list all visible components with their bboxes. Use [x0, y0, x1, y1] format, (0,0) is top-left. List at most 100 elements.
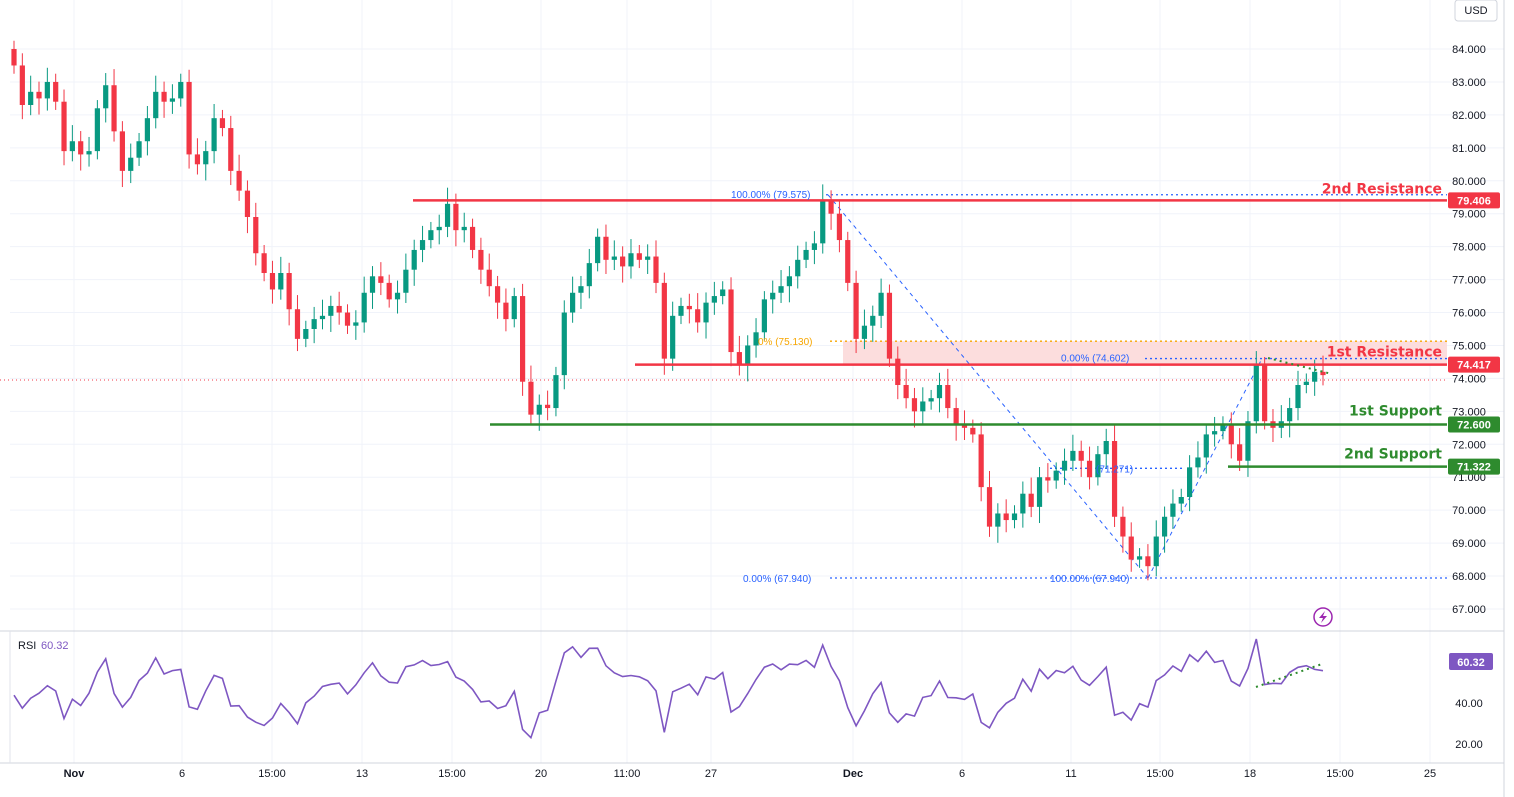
candle-body	[461, 226, 467, 231]
candle-body	[1195, 457, 1201, 468]
time-tick-label: 13	[356, 768, 368, 780]
rsi-tick-label: 40.00	[1455, 698, 1483, 710]
candle-body	[995, 513, 1001, 527]
resistance-1-tag: 74.417	[1448, 356, 1500, 373]
time-tick-label: 27	[705, 768, 717, 780]
candle-body	[1203, 434, 1209, 458]
candle-body	[1220, 424, 1226, 432]
time-axis[interactable]: Nov 6 15:00 13 15:00 20 11:00 27 Dec 6 11 15:00 18 15…	[64, 768, 1437, 780]
candle-body	[903, 385, 909, 399]
candle-body	[419, 240, 426, 250]
candle-body	[586, 263, 592, 287]
candle-body	[1003, 513, 1009, 521]
candle-body	[728, 289, 734, 353]
candle-body	[1095, 454, 1101, 478]
time-tick-label: Dec	[843, 768, 863, 780]
candle-body	[1036, 477, 1043, 507]
candle-body	[636, 253, 642, 260]
candle-body	[111, 85, 117, 132]
candle-body	[928, 398, 934, 402]
candle-body	[403, 269, 409, 293]
price-tick-label: 76.000	[1452, 308, 1486, 320]
candle-body	[494, 286, 501, 303]
candle-body	[720, 289, 726, 297]
candle-body	[553, 375, 559, 409]
time-tick-label: 15:00	[438, 768, 466, 780]
candle-body	[78, 141, 84, 155]
candle-body	[378, 276, 384, 283]
candle-body	[778, 286, 784, 293]
candle-body	[1212, 431, 1218, 435]
price-trend-dotted-line	[1267, 357, 1333, 375]
candle-body	[645, 256, 651, 260]
candle-body	[178, 81, 184, 99]
candle-body	[136, 141, 142, 158]
candle-body	[169, 98, 176, 102]
price-axis[interactable]: 84.000 83.000 82.000 81.000 80.000 79.000 78.0…	[1452, 44, 1486, 616]
candle-body	[620, 256, 626, 267]
time-tick-label: 15:00	[258, 768, 286, 780]
price-tick-label: 68.000	[1452, 571, 1486, 583]
candle-body	[820, 200, 826, 244]
rsi-title: RSI	[18, 640, 36, 652]
candle-body	[1011, 513, 1018, 521]
currency-button[interactable]: USD	[1454, 0, 1498, 22]
time-tick-label: 18	[1244, 768, 1256, 780]
candle-body	[344, 312, 351, 326]
candle-body	[761, 299, 767, 333]
fib-trend-line-down	[827, 194, 1149, 579]
candle-body	[1312, 371, 1318, 382]
candle-body	[519, 296, 526, 382]
candle-body	[69, 141, 75, 152]
candle-body	[36, 91, 42, 99]
candle-body	[895, 358, 901, 385]
rsi-axis: 40.00 20.00	[1455, 698, 1483, 751]
fib-orange-label: 0% (75.130)	[758, 337, 812, 348]
price-tick-label: 78.000	[1452, 242, 1486, 254]
candle-body	[469, 226, 476, 250]
candle-body	[795, 259, 801, 277]
candle-body	[1136, 556, 1143, 560]
candle-body	[153, 91, 159, 119]
candle-body	[1103, 441, 1109, 455]
candle-body	[745, 345, 751, 366]
candle-body	[870, 315, 876, 326]
candle-body	[1028, 493, 1034, 507]
lightning-icon[interactable]	[1313, 607, 1333, 627]
candle-body	[1020, 493, 1026, 514]
support-1-label: 1st Support	[1349, 404, 1442, 420]
rsi-value-text: 60.32	[41, 640, 69, 652]
price-tick-label: 77.000	[1452, 275, 1486, 287]
candle-body	[103, 85, 109, 109]
fib-trend-line-up	[1147, 358, 1263, 579]
candle-body	[53, 81, 59, 102]
candle-body	[603, 236, 609, 260]
candle-body	[119, 131, 125, 171]
candle-body	[920, 401, 926, 412]
candle-body	[711, 296, 717, 303]
candle-body	[945, 385, 951, 409]
price-tick-label: 75.000	[1452, 340, 1486, 352]
fib-mid-label: (71.271)	[1096, 464, 1133, 475]
candle-body	[194, 154, 201, 165]
resistance-1-label: 1st Resistance	[1327, 345, 1442, 361]
candle-body	[1228, 424, 1234, 445]
candle-body	[453, 203, 459, 231]
candle-body	[286, 273, 292, 310]
candle-body	[1128, 536, 1134, 560]
price-tick-label: 83.000	[1452, 77, 1486, 89]
candle-body	[303, 329, 309, 339]
candle-body	[570, 292, 576, 313]
candle-body	[411, 249, 417, 270]
candle-body	[211, 118, 217, 152]
candle-body	[1120, 516, 1126, 537]
candle-body	[503, 302, 509, 320]
candle-body	[44, 81, 50, 99]
candle-body	[703, 302, 709, 323]
candle-body	[19, 65, 25, 105]
candle-body	[545, 404, 551, 409]
support-1-value: 72.600	[1457, 420, 1491, 432]
price-tick-label: 82.000	[1452, 110, 1486, 122]
candle-body	[661, 282, 667, 359]
